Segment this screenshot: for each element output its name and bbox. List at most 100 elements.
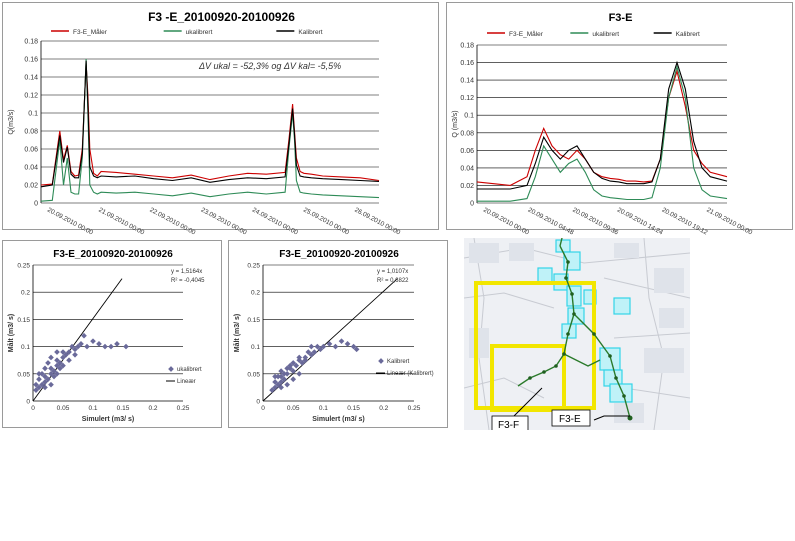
y-tick-label: 0.16 (24, 57, 38, 64)
y-tick-label: 0 (34, 201, 38, 208)
data-point (275, 373, 281, 380)
data-point (338, 338, 345, 344)
x-tick-label: 26.09.2010 00:00 (353, 207, 401, 237)
y-axis-label: Q (m3/s) (452, 110, 459, 137)
series-line (40, 58, 380, 202)
label-leader-f3f (513, 387, 543, 417)
x-tick-label: 20.09.2010 00:00 (46, 207, 94, 237)
y-tick-label: 0.14 (24, 75, 38, 82)
data-point (278, 373, 284, 380)
y-axis-label: Målt (m3/ s) (233, 314, 241, 353)
x-tick-label: 24.09.2010 00:00 (251, 207, 299, 237)
x-axis-label: Simulert (m3/ s) (82, 416, 135, 423)
y-tick-label: 0.02 (24, 183, 38, 190)
y-tick-label: 0.25 (17, 263, 30, 270)
data-point (296, 370, 303, 377)
chart-1: F3 -E_20100920-20100926 F3-E_Måler ukalibr… (8, 10, 402, 237)
data-point (42, 379, 48, 385)
data-point (278, 368, 284, 374)
x-tick-label: 0.1 (88, 405, 97, 412)
data-point (90, 338, 96, 344)
label-box-f3f (491, 415, 529, 430)
map-drawing: F3-F F3-E (464, 238, 690, 430)
data-point (42, 365, 48, 372)
data-point (48, 365, 54, 372)
y-tick-label: 0.1 (251, 344, 260, 351)
data-point (72, 351, 78, 358)
chart-panel-2: F3-E F3-E_Måler ukalibrert Kalibrert 0 0.02 0.… (446, 2, 793, 237)
x-tick-label: 20.09.2010 00:00 (482, 207, 530, 237)
chart-annotation: ΔV ukal = -52,3% og ΔV kal= -5,5% (198, 61, 341, 71)
x-tick-label: 0.05 (57, 405, 70, 412)
chart-2: F3-E F3-E_Måler ukalibrert Kalibrert 0 0.02 0.… (452, 12, 754, 237)
data-point (45, 376, 51, 383)
y-tick-label: 0.05 (247, 371, 260, 378)
x-tick-label: 0.1 (319, 405, 328, 412)
data-point (36, 370, 42, 377)
legend-marker (378, 358, 384, 364)
chart-panel-3: F3-E_20100920-20100926 0 0.05 0.1 0.15 0.2 0.2… (2, 240, 222, 428)
y-tick-label: 0.14 (460, 78, 474, 85)
x-tick-label: 20.09.2010 14:24 (616, 207, 664, 237)
data-point (57, 365, 63, 372)
data-point (39, 370, 45, 377)
data-point (42, 373, 48, 380)
series-line (40, 63, 380, 186)
trend-equation: y = 1,5164x (171, 269, 202, 275)
data-point (284, 365, 290, 372)
x-tick-label: 25.09.2010 00:00 (302, 207, 350, 237)
data-point (114, 341, 120, 347)
y-tick-label: 0.12 (460, 95, 474, 102)
legend-label: Lineær (Kalibrert) (387, 371, 434, 377)
data-point (278, 379, 284, 385)
data-point (54, 349, 60, 355)
legend-label: Lineær (177, 379, 196, 385)
y-tick-label: 0.15 (17, 317, 30, 324)
chart-title: F3-E (609, 12, 633, 24)
y-tick-label: 0.1 (464, 113, 474, 120)
legend-label: Kalibrert (676, 31, 700, 38)
data-point (284, 381, 290, 388)
data-point (290, 376, 297, 383)
x-tick-label: 20.09.2010 09:36 (571, 207, 619, 237)
y-tick-label: 0.18 (24, 39, 38, 46)
legend-label: ukalibrert (186, 29, 213, 36)
y-tick-label: 0.05 (17, 371, 30, 378)
data-point (108, 343, 114, 350)
r-squared: R² = 0,6822 (377, 278, 409, 284)
data-point (51, 368, 57, 374)
x-axis-label: Simulert (m3/ s) (312, 416, 365, 423)
data-point (287, 362, 294, 369)
trend-equation: y = 1,0107x (377, 269, 408, 275)
y-tick-label: 0 (26, 399, 30, 406)
data-point (45, 360, 51, 366)
x-tick-label: 0.25 (177, 405, 190, 412)
data-point (281, 376, 287, 383)
x-tick-label: 21.09.2010 00:00 (97, 207, 145, 237)
chart-title: F3 -E_20100920-20100926 (148, 10, 295, 24)
x-tick-label: 0.25 (408, 405, 421, 412)
data-point (66, 357, 72, 364)
legend-label: Kalibrert (298, 29, 322, 36)
y-axis-label: Q(m3/s) (8, 109, 15, 134)
x-tick-label: 21.09.2010 00:00 (705, 207, 753, 237)
y-tick-label: 0.12 (24, 93, 38, 100)
data-point (60, 362, 66, 369)
data-point (96, 341, 102, 347)
x-tick-label: 0.2 (379, 405, 388, 412)
y-tick-label: 0.06 (24, 147, 38, 154)
data-point (54, 362, 60, 369)
data-point (290, 360, 297, 366)
data-point (48, 370, 54, 377)
y-tick-label: 0.08 (460, 130, 474, 137)
data-point (308, 343, 315, 350)
y-tick-label: 0.16 (460, 60, 474, 67)
data-point (293, 362, 300, 369)
chart-title: F3-E_20100920-20100926 (53, 249, 173, 260)
y-tick-label: 0.2 (251, 290, 260, 297)
y-tick-label: 0.1 (21, 344, 30, 351)
data-point (281, 370, 287, 377)
r-squared: R² = -0,4045 (171, 278, 205, 284)
y-tick-label: 0.04 (24, 165, 38, 172)
x-tick-label: 20.09.2010 04:48 (527, 207, 575, 237)
